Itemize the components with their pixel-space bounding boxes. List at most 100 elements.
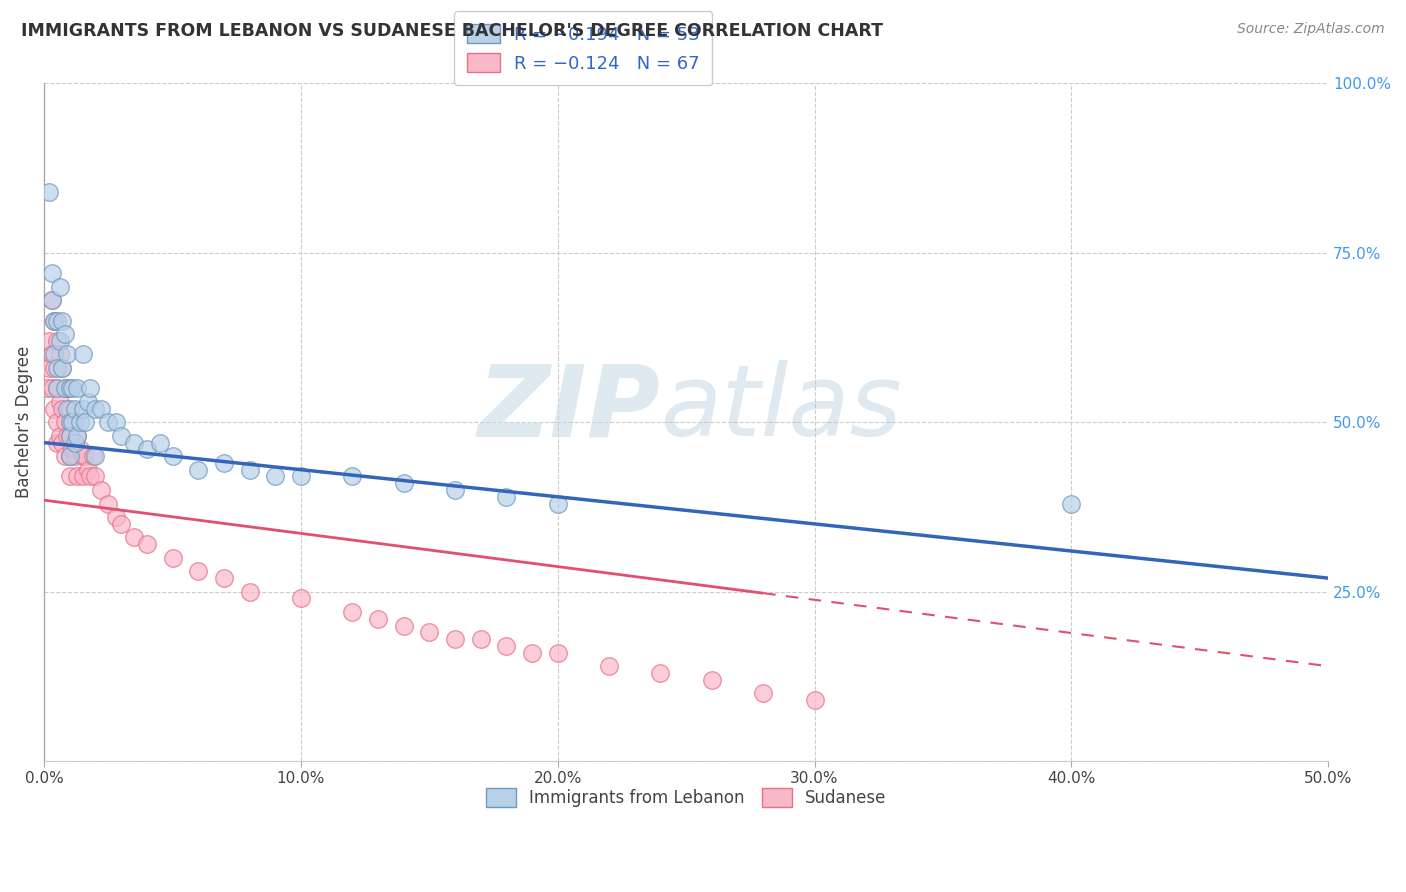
Point (41, 293, 63, 308)
Point (35, 381, 58, 395)
Point (520, 646, 543, 660)
Point (66, 381, 89, 395)
Point (44, 361, 66, 376)
Point (46, 381, 69, 395)
Point (63, 449, 86, 463)
Point (48, 334, 70, 348)
Legend: Immigrants from Lebanon, Sudanese: Immigrants from Lebanon, Sudanese (479, 781, 893, 814)
Point (444, 483, 467, 497)
Point (84, 401, 107, 416)
Point (48, 429, 70, 443)
Point (51, 313, 73, 327)
Point (59, 415, 82, 429)
Point (392, 618, 415, 632)
Point (700, 673, 723, 687)
Point (187, 565, 209, 579)
Point (41, 266, 63, 280)
Point (84, 469, 107, 483)
Point (105, 415, 128, 429)
Point (135, 442, 157, 457)
Point (470, 632, 492, 646)
Point (290, 591, 312, 606)
Point (367, 612, 389, 626)
Point (46, 361, 69, 376)
Point (97, 415, 120, 429)
Point (51, 435, 73, 450)
Point (444, 632, 467, 646)
Point (290, 469, 312, 483)
Text: Source: ZipAtlas.com: Source: ZipAtlas.com (1237, 22, 1385, 37)
Point (650, 665, 672, 680)
Text: IMMIGRANTS FROM LEBANON VS SUDANESE BACHELOR'S DEGREE CORRELATION CHART: IMMIGRANTS FROM LEBANON VS SUDANESE BACH… (21, 22, 883, 40)
Point (495, 490, 517, 504)
Point (44, 313, 66, 327)
Point (56, 347, 79, 361)
Point (110, 516, 132, 531)
Point (44, 313, 66, 327)
Point (59, 449, 82, 463)
Point (46, 415, 69, 429)
Point (59, 381, 82, 395)
Point (60, 381, 83, 395)
Point (162, 550, 184, 565)
Point (44, 401, 66, 416)
Point (56, 401, 79, 416)
Point (495, 639, 517, 653)
Point (48, 395, 70, 409)
Point (56, 381, 79, 395)
Point (122, 435, 145, 450)
Point (212, 456, 235, 470)
Point (53, 327, 76, 342)
Point (46, 381, 69, 395)
Point (63, 415, 86, 429)
Point (53, 449, 76, 463)
Point (72, 347, 94, 361)
Point (97, 497, 120, 511)
Point (66, 429, 89, 443)
Y-axis label: Bachelor's Degree: Bachelor's Degree (15, 346, 32, 499)
Point (48, 347, 70, 361)
Point (51, 401, 73, 416)
Point (41, 381, 63, 395)
Point (51, 361, 73, 376)
Point (53, 415, 76, 429)
Point (69, 442, 91, 457)
Point (598, 659, 620, 673)
Point (76, 463, 98, 477)
Point (110, 429, 132, 443)
Point (342, 605, 364, 619)
Point (38, 361, 60, 376)
Point (60, 415, 83, 429)
Point (187, 463, 209, 477)
Point (82, 449, 104, 463)
Point (75, 415, 97, 429)
Point (56, 429, 79, 443)
Point (752, 686, 775, 700)
Point (547, 497, 569, 511)
Point (53, 381, 76, 395)
Text: ZIP: ZIP (478, 360, 661, 458)
Point (59, 401, 82, 416)
Point (51, 361, 73, 376)
Point (135, 537, 157, 551)
Point (122, 531, 145, 545)
Point (38, 334, 60, 348)
Point (238, 463, 260, 477)
Point (38, 185, 60, 199)
Point (48, 279, 70, 293)
Point (72, 401, 94, 416)
Point (79, 381, 101, 395)
Point (69, 415, 91, 429)
Point (212, 571, 235, 585)
Point (60, 442, 83, 457)
Point (418, 625, 440, 640)
Point (75, 449, 97, 463)
Text: atlas: atlas (661, 360, 903, 458)
Point (342, 469, 364, 483)
Point (1060, 497, 1083, 511)
Point (46, 334, 69, 348)
Point (84, 449, 107, 463)
Point (59, 429, 82, 443)
Point (41, 347, 63, 361)
Point (66, 469, 89, 483)
